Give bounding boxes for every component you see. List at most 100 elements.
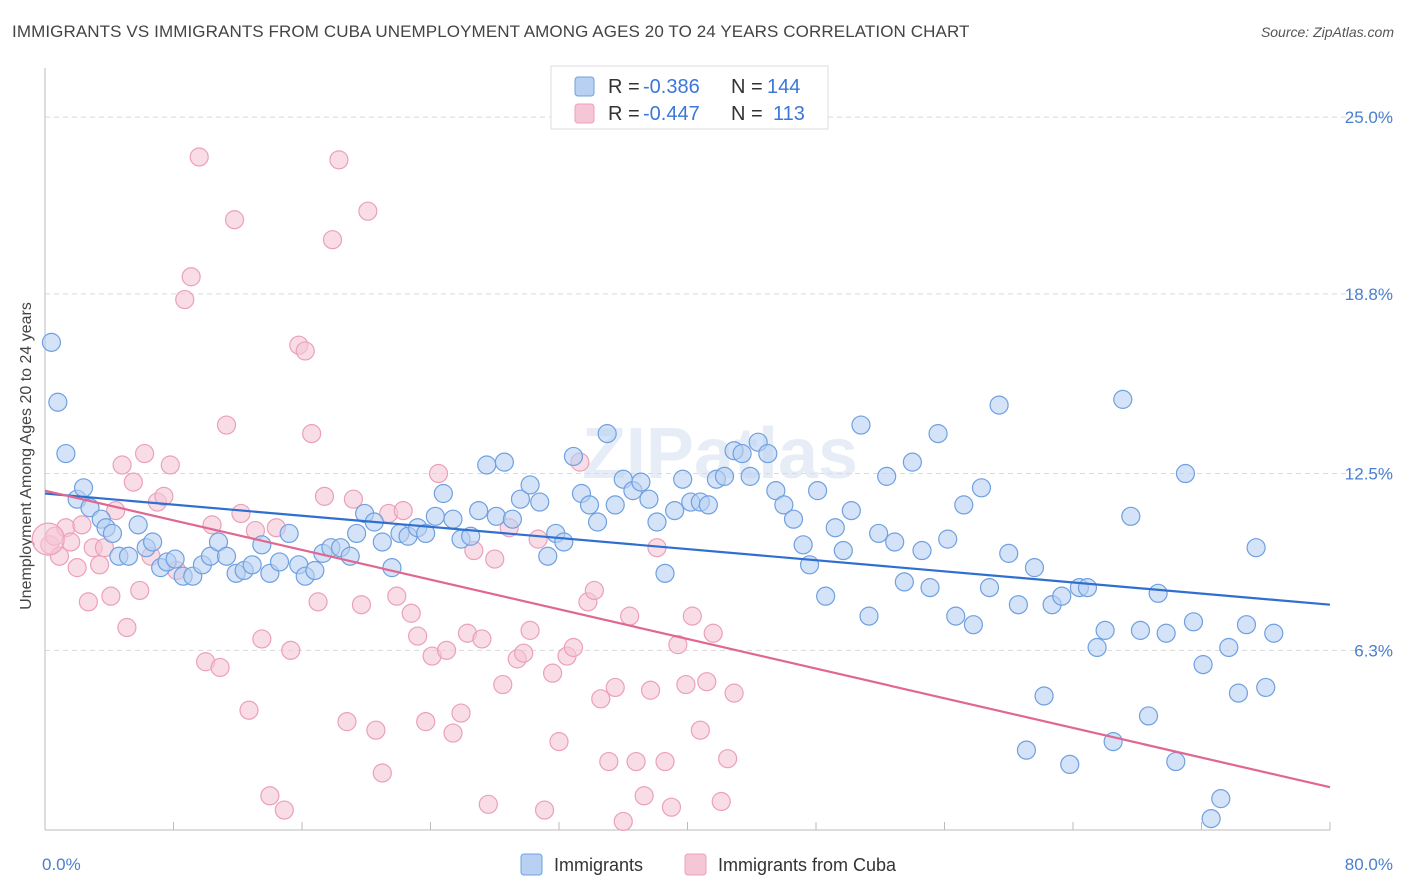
immigrants-point-96 (851, 415, 871, 435)
immigrants-point-131 (1156, 623, 1176, 643)
immigrants-point-82 (732, 443, 752, 464)
cuba-point-72 (520, 620, 540, 640)
cuba-point-50 (366, 720, 386, 740)
grid-lines (45, 116, 1390, 651)
cuba-point-76 (549, 731, 569, 752)
immigrants-point-114 (1008, 595, 1028, 615)
cuba-point-42 (308, 592, 328, 612)
cuba-point-45 (329, 150, 349, 170)
immigrants-point-67 (605, 495, 625, 515)
x-tick-label-1: 80.0% (1345, 855, 1393, 874)
legend-r-label-1: R = (608, 76, 640, 98)
cuba-point-65 (472, 629, 492, 649)
cuba-point-67 (485, 549, 505, 569)
cuba-point-86 (620, 606, 640, 626)
immigrants-point-58 (530, 492, 550, 512)
immigrants-point-1 (48, 392, 68, 412)
immigrants-point-71 (639, 489, 659, 509)
immigrants-point-62 (563, 446, 584, 467)
immigrants-point-143 (1264, 623, 1284, 643)
cuba-point-47 (343, 489, 363, 509)
cuba-point-97 (697, 672, 717, 692)
immigrants-point-10 (118, 546, 139, 566)
x-tick-labels: 0.0% 80.0% (42, 855, 1393, 874)
immigrants-point-138 (1219, 637, 1239, 658)
immigrants-point-72 (647, 512, 667, 532)
immigrants-point-22 (216, 546, 237, 566)
immigrants-point-98 (869, 523, 889, 544)
immigrants-point-117 (1034, 686, 1054, 706)
cuba-point-84 (605, 677, 625, 698)
immigrants-point-134 (1183, 612, 1204, 632)
immigrants-point-112 (989, 395, 1009, 415)
cuba-point-83 (599, 751, 619, 772)
cuba-point-87 (626, 751, 646, 772)
immigrants-point-47 (433, 483, 453, 504)
immigrants-point-128 (1130, 620, 1151, 640)
bottom-legend-cuba: Immigrants from Cuba (718, 855, 897, 875)
immigrants-point-107 (946, 606, 966, 626)
cuba-point-59 (428, 463, 449, 484)
immigrants-point-142 (1256, 677, 1276, 698)
immigrants-point-55 (502, 509, 523, 529)
immigrants-point-122 (1077, 578, 1098, 598)
cuba-point-74 (534, 800, 555, 820)
cuba-point-81 (584, 580, 604, 601)
chart-source: Source: ZipAtlas.com (1260, 24, 1394, 40)
cuba-point-32 (239, 700, 259, 720)
cuba-point-large (31, 522, 65, 556)
cuba-point-75 (542, 663, 563, 683)
cuba-point-11 (101, 586, 121, 606)
immigrants-point-65 (587, 512, 608, 532)
cuba-point-28 (210, 657, 230, 678)
legend-n-value-1: 144 (767, 76, 800, 98)
immigrants-point-56 (510, 489, 531, 509)
cuba-point-15 (123, 472, 143, 492)
cuba-point-92 (661, 797, 682, 817)
immigrants-point-28 (269, 552, 290, 572)
immigrants-point-80 (714, 466, 735, 486)
immigrants-point-89 (793, 535, 813, 555)
cuba-point-51 (372, 763, 392, 783)
immigrants-point-88 (783, 509, 804, 529)
y-tick-label-2: 18.8% (1345, 285, 1393, 304)
immigrants-point-129 (1138, 706, 1159, 726)
immigrants-point-78 (698, 495, 718, 515)
immigrants-point-4 (73, 478, 94, 498)
cuba-point-100 (718, 749, 738, 769)
cuba-point-61 (443, 723, 463, 743)
immigrants-point-99 (877, 466, 897, 486)
cuba-point-16 (130, 580, 150, 601)
immigrants-point-106 (938, 529, 958, 549)
cuba-point-37 (274, 800, 294, 820)
immigrants-point-120 (1060, 754, 1080, 775)
immigrants-point-102 (902, 452, 922, 472)
cuba-point-5 (67, 558, 87, 578)
immigrants-point-116 (1024, 558, 1045, 578)
cuba-point-53 (387, 586, 407, 606)
trend-line-cuba (44, 489, 1331, 789)
cuba-point-96 (690, 720, 710, 740)
cuba-point-68 (493, 674, 513, 695)
immigrants-point-135 (1193, 655, 1213, 675)
y-tick-label-1: 12.5% (1345, 465, 1393, 484)
immigrants-point-113 (999, 543, 1019, 563)
cuba-point-43 (314, 486, 335, 506)
trend-line-immigrants (44, 492, 1331, 606)
immigrants-point-16 (165, 549, 185, 569)
x-tick-label-0: 0.0% (42, 855, 81, 874)
immigrants-point-124 (1095, 620, 1115, 640)
cuba-point-34 (252, 629, 272, 649)
cuba-point-20 (154, 486, 174, 506)
cuba-point-57 (416, 712, 436, 732)
cuba-point-101 (724, 683, 744, 703)
immigrants-point-29 (279, 523, 299, 544)
cuba-point-9 (90, 555, 110, 575)
immigrants-point-51 (469, 501, 489, 521)
immigrants-point-140 (1236, 615, 1257, 635)
immigrants-point-8 (102, 523, 123, 544)
immigrants-point-97 (859, 606, 879, 626)
immigrants-point-91 (808, 481, 828, 501)
cuba-point-82 (591, 689, 611, 709)
